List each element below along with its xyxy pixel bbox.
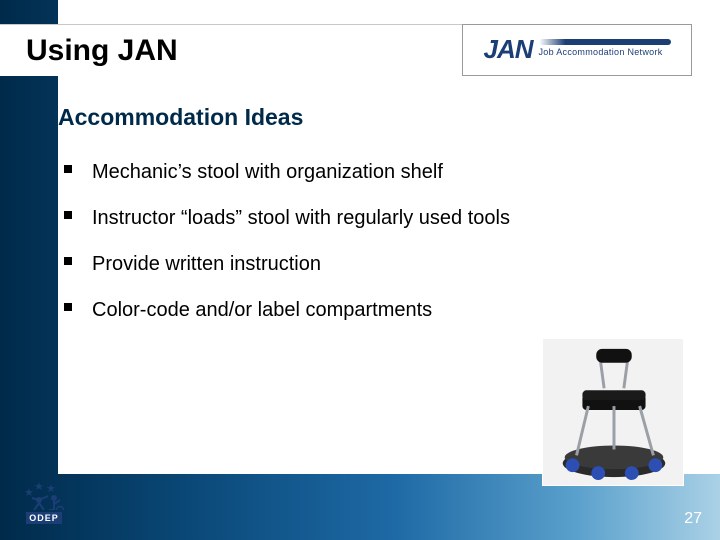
odep-label: ODEP [26, 512, 62, 524]
odep-logo: ★ ★ ★ ODEP [22, 480, 66, 526]
bullet-item: Color-code and/or label compartments [58, 287, 688, 333]
mechanic-stool-icon [543, 339, 683, 485]
title-bar: Using JAN [0, 24, 462, 76]
slide-title: Using JAN [26, 34, 178, 68]
stool-image [542, 338, 684, 486]
jan-logo: JAN Job Accommodation Network [462, 24, 692, 76]
content-area: Accommodation Ideas Mechanic’s stool wit… [58, 104, 688, 333]
bullet-item: Instructor “loads” stool with regularly … [58, 195, 688, 241]
jan-logo-acronym: JAN [483, 39, 532, 60]
jan-logo-swoosh-icon [539, 39, 671, 45]
bullet-list: Mechanic’s stool with organization shelf… [58, 149, 688, 333]
bullet-item: Provide written instruction [58, 241, 688, 287]
slide: Using JAN JAN Job Accommodation Network … [0, 0, 720, 540]
content-subtitle: Accommodation Ideas [58, 104, 688, 131]
odep-icon: ★ ★ ★ [24, 480, 64, 510]
bullet-item: Mechanic’s stool with organization shelf [58, 149, 688, 195]
jan-logo-fullname: Job Accommodation Network [539, 47, 663, 57]
page-number: 27 [684, 510, 702, 528]
